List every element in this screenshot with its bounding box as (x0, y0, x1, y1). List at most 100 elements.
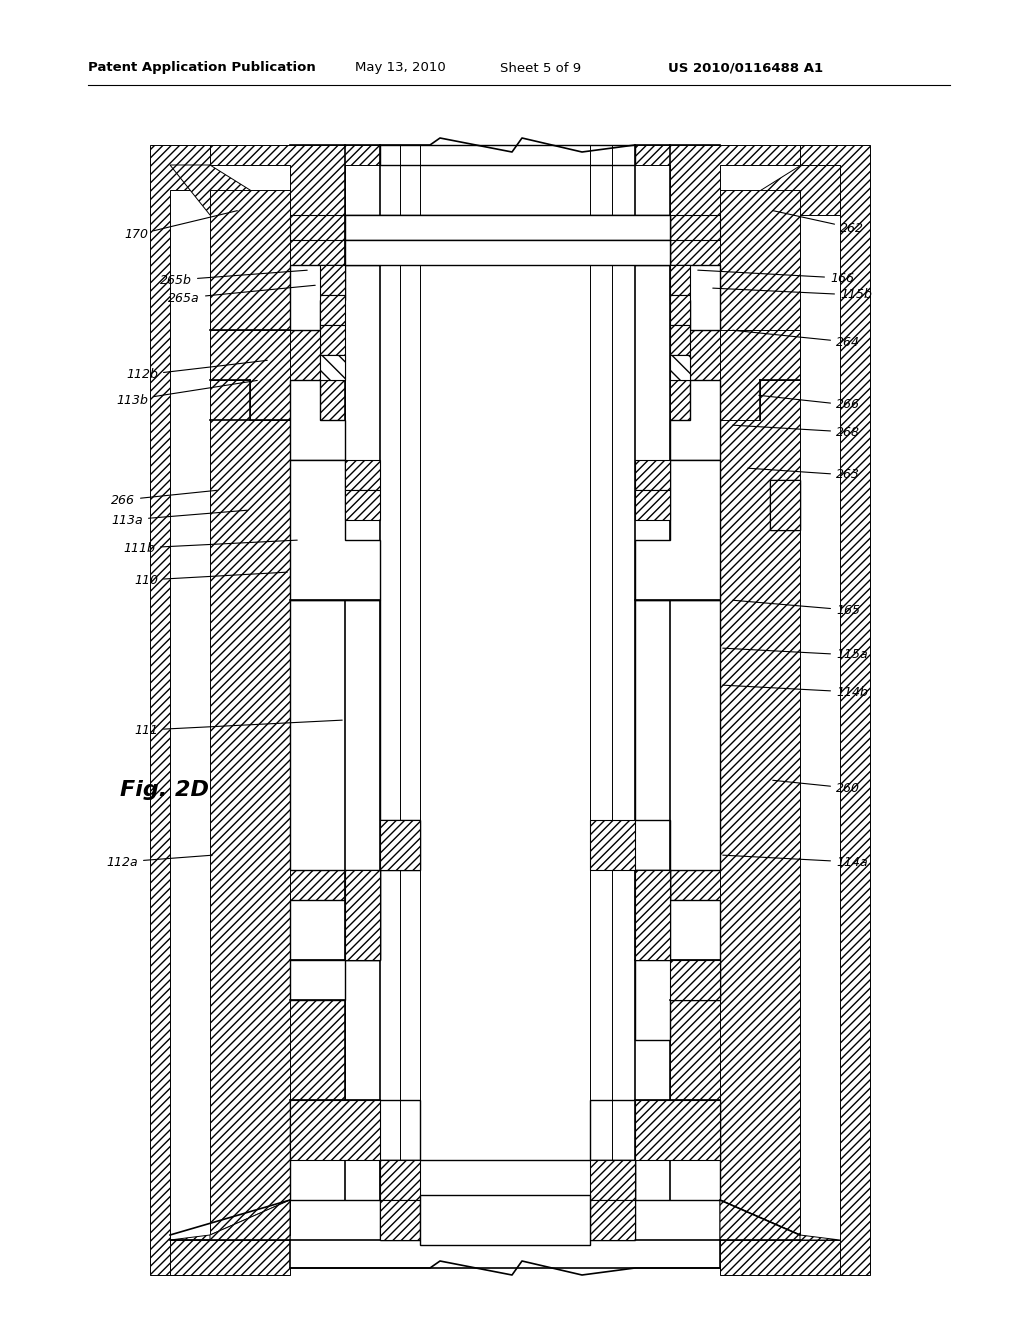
Text: 111b: 111b (123, 540, 297, 554)
Text: Sheet 5 of 9: Sheet 5 of 9 (500, 62, 582, 74)
Text: 115b: 115b (713, 288, 871, 301)
Text: 265a: 265a (168, 285, 315, 305)
Polygon shape (290, 1239, 720, 1269)
Polygon shape (635, 601, 720, 960)
Polygon shape (290, 1100, 380, 1160)
Polygon shape (670, 265, 690, 294)
Polygon shape (345, 215, 670, 240)
Text: 263: 263 (748, 469, 860, 482)
Polygon shape (720, 190, 800, 1236)
Polygon shape (170, 1200, 290, 1239)
Polygon shape (720, 1200, 840, 1239)
Polygon shape (670, 325, 690, 355)
Polygon shape (720, 330, 800, 420)
Polygon shape (345, 459, 380, 490)
Text: 264: 264 (733, 330, 860, 348)
Polygon shape (345, 870, 380, 960)
Polygon shape (345, 870, 380, 960)
Polygon shape (150, 145, 210, 1275)
Polygon shape (590, 1100, 720, 1200)
Text: May 13, 2010: May 13, 2010 (355, 62, 445, 74)
Text: 115a: 115a (723, 648, 867, 661)
Polygon shape (210, 145, 380, 215)
Polygon shape (635, 870, 670, 960)
Polygon shape (770, 480, 800, 531)
Polygon shape (88, 110, 950, 1295)
Polygon shape (590, 1200, 635, 1239)
Polygon shape (170, 165, 290, 215)
Polygon shape (635, 870, 670, 960)
Polygon shape (319, 325, 345, 355)
Text: 170: 170 (124, 211, 238, 242)
Polygon shape (290, 960, 345, 1001)
Polygon shape (635, 145, 800, 215)
Polygon shape (770, 480, 800, 531)
Polygon shape (635, 960, 720, 1040)
Polygon shape (345, 215, 670, 240)
Text: US 2010/0116488 A1: US 2010/0116488 A1 (668, 62, 823, 74)
Polygon shape (670, 355, 690, 380)
Polygon shape (720, 165, 840, 215)
Polygon shape (210, 1200, 290, 1275)
Polygon shape (290, 459, 380, 601)
Polygon shape (670, 294, 690, 325)
Polygon shape (290, 601, 420, 960)
Polygon shape (380, 820, 420, 870)
Polygon shape (380, 1200, 635, 1239)
Text: 112a: 112a (106, 855, 212, 869)
Polygon shape (290, 1100, 420, 1200)
Text: 262: 262 (773, 211, 864, 235)
Polygon shape (635, 459, 670, 490)
Polygon shape (590, 1160, 635, 1200)
Polygon shape (290, 240, 345, 1200)
Text: 113a: 113a (112, 511, 247, 527)
Polygon shape (319, 265, 345, 294)
Polygon shape (290, 265, 345, 330)
Text: 114a: 114a (723, 855, 867, 869)
Polygon shape (720, 1239, 840, 1275)
Polygon shape (345, 240, 670, 265)
Text: 111: 111 (134, 721, 342, 737)
Polygon shape (380, 1160, 635, 1200)
Text: 260: 260 (773, 780, 860, 795)
Polygon shape (345, 490, 380, 520)
Polygon shape (635, 240, 670, 265)
Polygon shape (290, 215, 720, 240)
Polygon shape (635, 459, 720, 601)
Polygon shape (290, 380, 345, 459)
Polygon shape (380, 145, 635, 165)
Text: 265b: 265b (160, 271, 307, 286)
Polygon shape (210, 330, 290, 420)
Text: 112b: 112b (126, 360, 267, 381)
Polygon shape (319, 355, 345, 380)
Text: 266: 266 (759, 395, 860, 412)
Polygon shape (590, 820, 635, 870)
Polygon shape (210, 190, 290, 1236)
Polygon shape (720, 1200, 800, 1275)
Text: Patent Application Publication: Patent Application Publication (88, 62, 315, 74)
Polygon shape (170, 1239, 290, 1275)
Polygon shape (670, 265, 720, 330)
Polygon shape (345, 240, 380, 265)
Text: 113b: 113b (116, 380, 257, 407)
Text: 165: 165 (733, 601, 860, 616)
Polygon shape (380, 1160, 420, 1200)
Polygon shape (420, 1200, 590, 1239)
Polygon shape (670, 355, 690, 380)
Polygon shape (670, 380, 720, 459)
Text: 268: 268 (733, 425, 860, 438)
Text: 266: 266 (111, 490, 217, 507)
Polygon shape (670, 240, 720, 1200)
Text: 110: 110 (134, 572, 287, 586)
Polygon shape (635, 490, 670, 520)
Text: Fig. 2D: Fig. 2D (120, 780, 209, 800)
Polygon shape (635, 1100, 720, 1160)
Text: 114b: 114b (723, 685, 868, 698)
Polygon shape (319, 355, 345, 380)
Polygon shape (670, 960, 720, 1001)
Polygon shape (380, 1200, 420, 1239)
Polygon shape (800, 145, 870, 1275)
Text: 166: 166 (697, 271, 854, 285)
Polygon shape (319, 294, 345, 325)
Polygon shape (420, 1195, 590, 1245)
